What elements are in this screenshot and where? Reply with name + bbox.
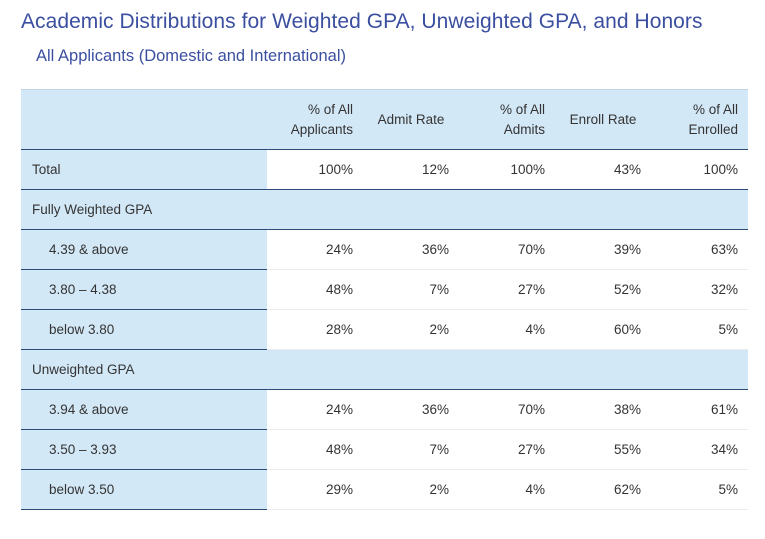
cell-admit-rate: 36% [363,229,459,270]
header-admit-rate: Admit Rate [363,89,459,150]
cell-pct-applicants: 24% [267,389,363,430]
page-subtitle: All Applicants (Domestic and Internation… [36,47,346,65]
header-pct-applicants: % of All Applicants [267,89,363,150]
cell-pct-admits: 70% [459,229,555,270]
cell-admit-rate: 12% [363,149,459,190]
cell-pct-applicants: 48% [267,269,363,310]
cell-pct-enrolled: 63% [651,229,748,270]
cell-pct-applicants: 100% [267,149,363,190]
header-pct-admits-line2: Admits [503,121,545,137]
header-pct-admits: % of All Admits [459,89,555,150]
header-pct-enrolled: % of All Enrolled [651,89,748,150]
cell-pct-admits: 27% [459,429,555,470]
cell-admit-rate: 7% [363,429,459,470]
cell-pct-applicants: 29% [267,469,363,510]
group-label: Fully Weighted GPA [21,189,748,230]
cell-enroll-rate: 62% [555,469,651,510]
cell-pct-admits: 100% [459,149,555,190]
page-title: Academic Distributions for Weighted GPA,… [21,10,703,33]
row-label: below 3.80 [21,309,267,350]
header-pct-applicants-line1: % of All [307,101,353,117]
cell-pct-enrolled: 100% [651,149,748,190]
cell-pct-enrolled: 5% [651,309,748,350]
cell-admit-rate: 7% [363,269,459,310]
cell-enroll-rate: 39% [555,229,651,270]
table-row: below 3.80 28% 2% 4% 60% 5% [21,309,748,350]
cell-pct-enrolled: 5% [651,469,748,510]
header-pct-admits-line1: % of All [499,101,545,117]
header-pct-applicants-line2: Applicants [290,121,353,137]
cell-pct-admits: 70% [459,389,555,430]
cell-pct-admits: 27% [459,269,555,310]
distribution-table: % of All Applicants Admit Rate % of All … [21,89,748,510]
table-row: 3.94 & above 24% 36% 70% 38% 61% [21,389,748,430]
cell-pct-applicants: 28% [267,309,363,350]
row-label: below 3.50 [21,469,267,510]
row-label: 3.50 – 3.93 [21,429,267,470]
header-enroll-rate: Enroll Rate [555,89,651,150]
cell-pct-admits: 4% [459,469,555,510]
cell-enroll-rate: 38% [555,389,651,430]
cell-admit-rate: 36% [363,389,459,430]
row-label: 3.80 – 4.38 [21,269,267,310]
cell-pct-admits: 4% [459,309,555,350]
group-label: Unweighted GPA [21,349,748,390]
cell-pct-applicants: 24% [267,229,363,270]
row-label: Total [21,149,267,190]
table-row: 3.80 – 4.38 48% 7% 27% 52% 32% [21,269,748,310]
table-row: 3.50 – 3.93 48% 7% 27% 55% 34% [21,429,748,470]
header-empty-cell [21,89,267,150]
table-row: 4.39 & above 24% 36% 70% 39% 63% [21,229,748,270]
cell-admit-rate: 2% [363,309,459,350]
cell-enroll-rate: 55% [555,429,651,470]
total-row: Total 100% 12% 100% 43% 100% [21,149,748,190]
group-header-row: Fully Weighted GPA [21,189,748,230]
cell-enroll-rate: 52% [555,269,651,310]
table-header-row: % of All Applicants Admit Rate % of All … [21,89,748,150]
table-row: below 3.50 29% 2% 4% 62% 5% [21,469,748,510]
cell-pct-applicants: 48% [267,429,363,470]
row-label: 4.39 & above [21,229,267,270]
row-label: 3.94 & above [21,389,267,430]
cell-enroll-rate: 60% [555,309,651,350]
cell-pct-enrolled: 32% [651,269,748,310]
cell-enroll-rate: 43% [555,149,651,190]
cell-admit-rate: 2% [363,469,459,510]
group-header-row: Unweighted GPA [21,349,748,390]
header-pct-enrolled-line1: % of All [692,101,738,117]
cell-pct-enrolled: 34% [651,429,748,470]
header-pct-enrolled-line2: Enrolled [688,121,738,137]
cell-pct-enrolled: 61% [651,389,748,430]
